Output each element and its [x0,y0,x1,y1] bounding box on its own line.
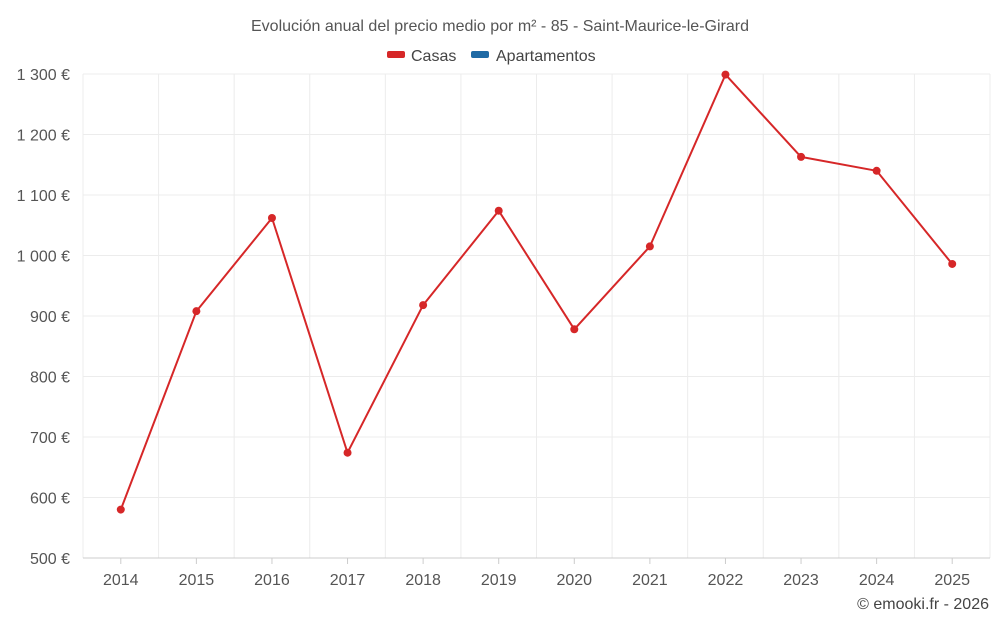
axes: 500 € 600 € 700 € 800 € 900 € 1 000 € 1 100 € 1… [17,67,990,589]
series-line-casas [119,73,953,510]
x-tick-label: 2023 [783,572,819,589]
data-point-casas-2018[interactable] [419,301,428,310]
data-point-casas-2020[interactable] [570,325,579,334]
legend-swatch-casas [387,51,405,58]
y-tick-label: 1 100 € [17,188,70,205]
data-point-casas-2017[interactable] [343,448,352,457]
copyright-credit: © emooki.fr - 2026 [857,596,989,613]
y-tick-label: 600 € [30,491,70,508]
x-tick-label: 2025 [934,572,970,589]
legend-label-casas: Casas [411,48,456,65]
x-tick-label: 2017 [330,572,366,589]
y-tick-label: 1 300 € [17,67,70,84]
legend-label-apartamentos: Apartamentos [496,48,596,65]
chart-title: Evolución anual del precio medio por m² … [251,18,749,35]
y-tick-label: 900 € [30,309,70,326]
series-casas [116,70,957,514]
legend-item-casas[interactable]: Casas [387,48,456,65]
legend-swatch-apartamentos [471,51,489,58]
data-point-casas-2024[interactable] [872,166,881,175]
x-tick-label: 2016 [254,572,290,589]
data-point-casas-2021[interactable] [645,242,654,251]
x-tick-label: 2018 [405,572,441,589]
data-point-casas-2014[interactable] [116,505,125,514]
x-tick-label: 2020 [556,572,592,589]
x-tick-label: 2015 [179,572,215,589]
data-point-casas-2023[interactable] [797,152,806,161]
x-tick-label: 2021 [632,572,668,589]
legend-item-apartamentos[interactable]: Apartamentos [471,48,596,65]
y-tick-label: 500 € [30,551,70,568]
y-tick-label: 800 € [30,370,70,387]
data-point-casas-2019[interactable] [494,206,503,215]
legend: Casas Apartamentos [387,48,596,65]
x-tick-label: 2019 [481,572,517,589]
grid [82,73,991,559]
x-tick-label: 2014 [103,572,139,589]
x-tick-label: 2022 [708,572,744,589]
data-point-casas-2025[interactable] [948,259,957,268]
x-tick-label: 2024 [859,572,895,589]
data-point-casas-2015[interactable] [192,307,201,316]
data-point-casas-2016[interactable] [267,213,276,222]
data-point-casas-2022[interactable] [721,70,730,79]
y-tick-label: 700 € [30,430,70,447]
y-tick-label: 1 000 € [17,249,70,266]
y-tick-label: 1 200 € [17,128,70,145]
